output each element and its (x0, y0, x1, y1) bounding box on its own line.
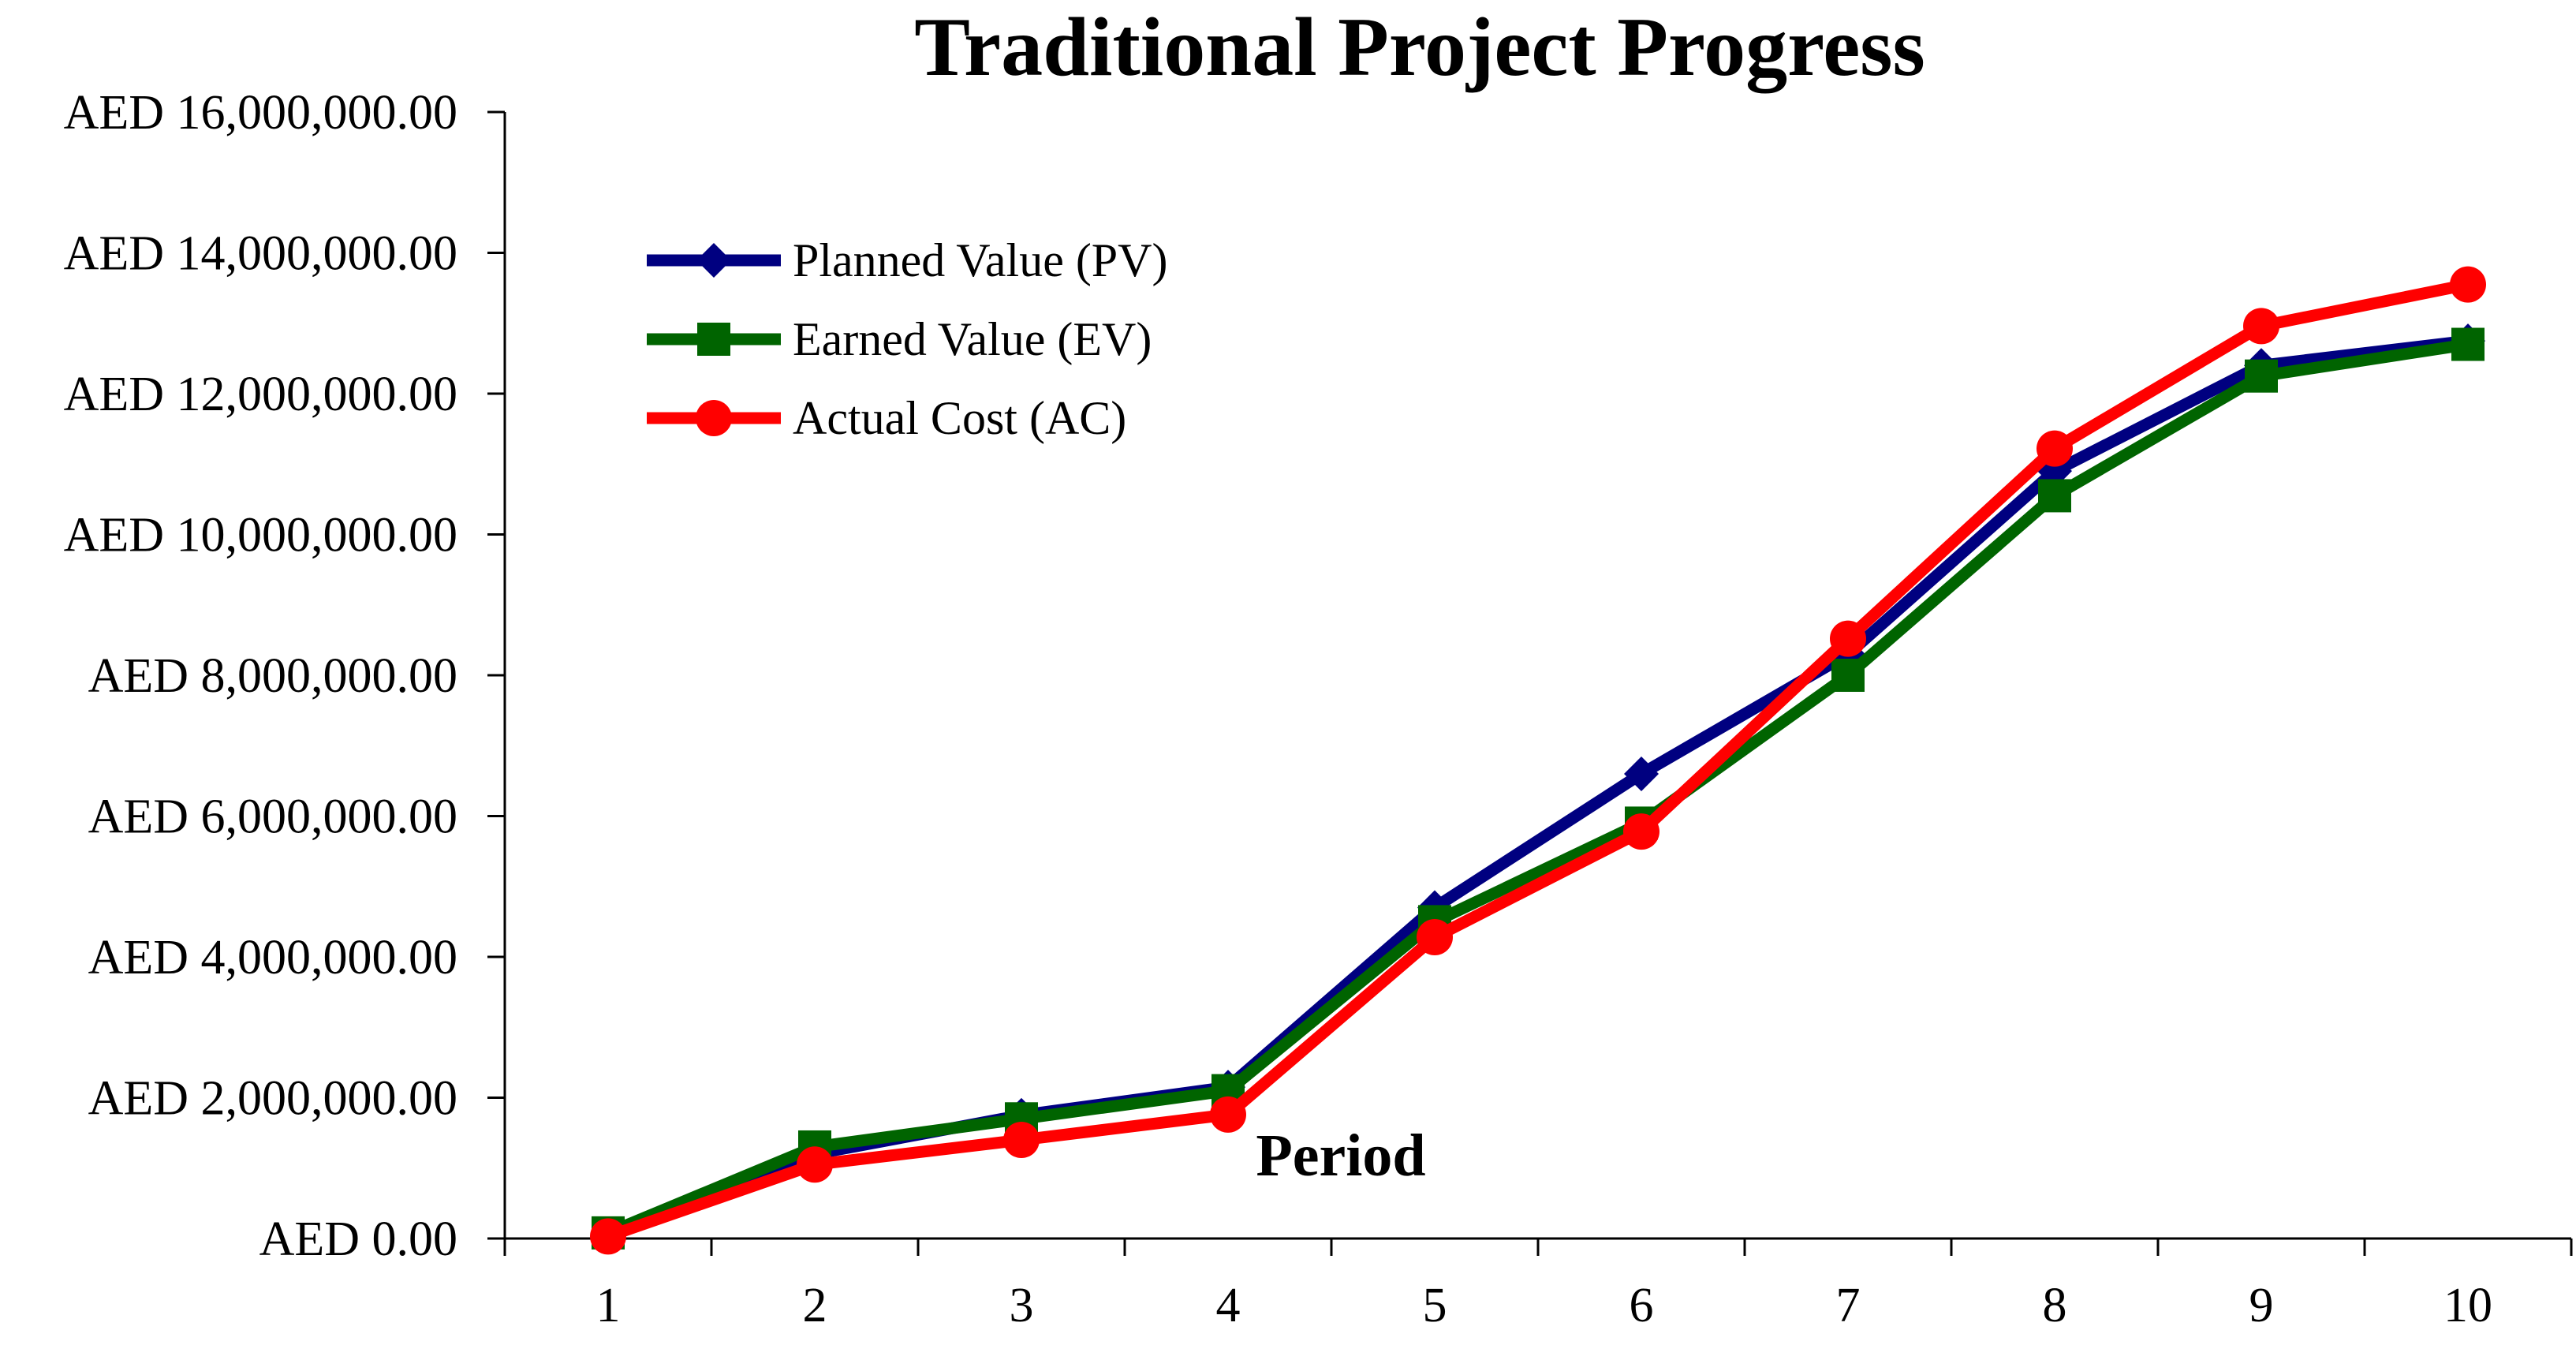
data-point (1003, 1122, 1040, 1159)
data-point (2450, 266, 2486, 303)
x-tick-label: 9 (2249, 1279, 2274, 1332)
legend-entry: Actual Cost (AC) (647, 392, 1126, 444)
data-point (590, 1218, 626, 1255)
x-axis-title: Period (1256, 1123, 1425, 1189)
data-point (1831, 659, 1865, 692)
y-tick-label: AED 0.00 (259, 1212, 457, 1266)
legend-entry: Planned Value (PV) (647, 234, 1168, 286)
data-point (2037, 430, 2073, 467)
data-point (1624, 756, 1659, 791)
legend: Planned Value (PV) Earned Value (EV) Actua… (647, 234, 1168, 444)
y-tick-label: AED 8,000,000.00 (88, 649, 457, 703)
data-point (2038, 479, 2071, 513)
y-tick-label: AED 12,000,000.00 (64, 368, 457, 421)
data-point (1210, 1096, 1246, 1133)
x-tick-label: 6 (1630, 1279, 1654, 1332)
x-tick-label: 10 (2443, 1279, 2492, 1332)
x-tick-label: 3 (1010, 1279, 1034, 1332)
x-tick-label: 7 (1836, 1279, 1861, 1332)
y-tick-label: AED 10,000,000.00 (64, 509, 457, 562)
data-point (1417, 919, 1453, 956)
y-tick-label: AED 4,000,000.00 (88, 931, 457, 984)
y-tick-label: AED 16,000,000.00 (64, 86, 457, 140)
series-line (602, 334, 2474, 1242)
x-tick-label: 4 (1216, 1279, 1241, 1332)
legend-marker (696, 400, 732, 436)
series-line (602, 338, 2474, 1239)
data-point (1623, 813, 1659, 850)
data-point (2451, 327, 2485, 361)
series-3 (590, 266, 2486, 1255)
series-2 (592, 327, 2485, 1250)
series-line (602, 278, 2474, 1242)
legend-label: Planned Value (PV) (793, 234, 1168, 286)
legend-label: Actual Cost (AC) (793, 392, 1126, 444)
data-point (1830, 620, 1866, 657)
x-tick-label: 1 (596, 1279, 621, 1332)
x-tick-label: 2 (803, 1279, 827, 1332)
data-point (797, 1146, 833, 1183)
data-point (2243, 308, 2279, 345)
x-tick-label: 8 (2043, 1279, 2067, 1332)
chart-title: Traditional Project Progress (914, 1, 1925, 93)
x-tick-label: 5 (1423, 1279, 1447, 1332)
series-1 (591, 323, 2485, 1253)
legend-entry: Earned Value (EV) (647, 313, 1152, 365)
legend-marker (696, 243, 731, 278)
y-tick-label: AED 2,000,000.00 (88, 1072, 457, 1126)
series-layer (590, 266, 2486, 1255)
axes: AED 0.00 AED 2,000,000.00 AED 4,000,000.00… (64, 86, 2573, 1332)
y-tick-label: AED 14,000,000.00 (64, 227, 457, 281)
y-tick-label: AED 6,000,000.00 (88, 790, 457, 844)
legend-label: Earned Value (EV) (793, 313, 1152, 365)
legend-marker (697, 323, 730, 356)
data-point (2245, 359, 2278, 393)
